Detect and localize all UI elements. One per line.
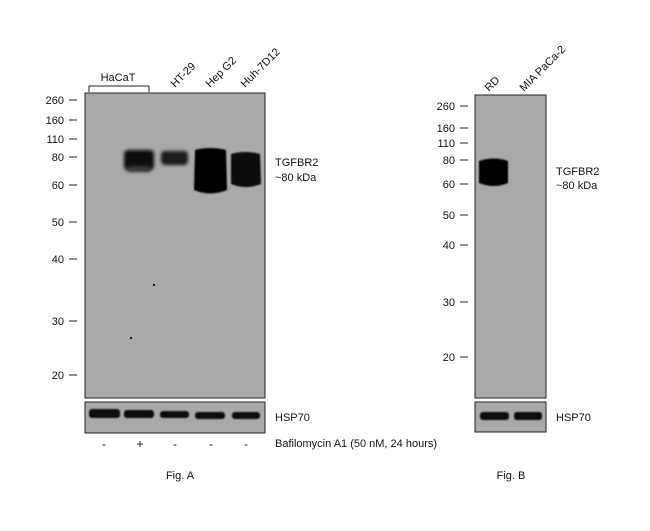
fig-a-main-blot xyxy=(84,92,266,399)
mw-marker: 110 xyxy=(437,138,455,150)
mw-marker: 40 xyxy=(443,240,455,252)
band-lane-2-tail xyxy=(127,166,151,172)
hsp70-band xyxy=(514,412,542,420)
treatment-sign: - xyxy=(173,437,177,451)
fig-a-loading-label: HSP70 xyxy=(275,412,310,424)
treatment-sign: - xyxy=(102,437,106,451)
mw-marker: 50 xyxy=(52,217,64,229)
band-lane-2 xyxy=(124,150,154,170)
fig-b-caption: Fig. B xyxy=(497,470,526,482)
fig-b-lane-label-mia-paca2: MIA PaCa-2 xyxy=(518,44,568,94)
fig-a-mw-markers: 260 160 110 80 60 50 40 30 20 xyxy=(46,95,64,382)
hsp70-band xyxy=(160,411,189,418)
fig-b-target-size: ~80 kDa xyxy=(556,180,598,192)
treatment-sign: + xyxy=(136,437,143,451)
mw-marker: 40 xyxy=(52,254,64,266)
fig-a-lane-label-huh7d12: Huh-7D12 xyxy=(239,46,283,90)
fig-a-tgfbr2-bands xyxy=(124,148,261,194)
mw-marker: 110 xyxy=(46,134,64,146)
figure-b: RD MIA PaCa-2 260 160 110 80 60 50 40 30… xyxy=(437,44,600,482)
fig-b-main-blot xyxy=(474,94,547,399)
mw-marker: 260 xyxy=(437,101,455,113)
fig-a-target-label: TGFBR2 xyxy=(275,157,318,169)
band-lane-3 xyxy=(161,151,188,165)
band-lane-5 xyxy=(231,152,261,187)
fig-a-group-label-hacat: HaCaT xyxy=(101,72,136,84)
figure-a: HaCaT HT-29 Hep G2 Huh-7D12 260 160 110 … xyxy=(46,46,437,482)
fig-b-lane-label-rd: RD xyxy=(483,74,503,94)
fig-a-hsp70-bands xyxy=(89,409,260,419)
fig-b-hsp70-bands xyxy=(480,412,542,420)
fig-b-mw-ticks xyxy=(460,105,468,358)
hsp70-band xyxy=(195,412,225,419)
fig-a-caption: Fig. A xyxy=(166,470,195,482)
mw-marker: 60 xyxy=(52,180,64,192)
fig-a-lane-label-ht29: HT-29 xyxy=(169,60,199,90)
mw-marker: 60 xyxy=(443,179,455,191)
blot-speck xyxy=(152,283,156,287)
hsp70-band xyxy=(124,410,154,418)
fig-b-mw-markers: 260 160 110 80 60 50 40 30 20 xyxy=(437,101,455,364)
fig-a-treatment-label: Bafilomycin A1 (50 nM, 24 hours) xyxy=(275,438,437,450)
blot-speck xyxy=(129,336,133,340)
fig-a-lane-label-hepg2: Hep G2 xyxy=(204,55,239,90)
hsp70-band xyxy=(480,412,509,420)
mw-marker: 30 xyxy=(52,316,64,328)
band-lane-4 xyxy=(194,148,227,194)
mw-marker: 160 xyxy=(437,123,455,135)
mw-marker: 80 xyxy=(52,152,64,164)
mw-marker: 260 xyxy=(46,95,64,107)
fig-a-hacat-bracket xyxy=(88,85,150,92)
treatment-sign: - xyxy=(209,437,213,451)
fig-b-target-label: TGFBR2 xyxy=(556,166,599,178)
fig-a-treatment-signs: - + - - - xyxy=(102,437,248,451)
mw-marker: 30 xyxy=(443,297,455,309)
mw-marker: 20 xyxy=(52,370,64,382)
mw-marker: 160 xyxy=(46,115,64,127)
fig-a-target-size: ~80 kDa xyxy=(275,172,317,184)
mw-marker: 50 xyxy=(443,210,455,222)
mw-marker: 20 xyxy=(443,352,455,364)
mw-marker: 80 xyxy=(443,155,455,167)
fig-a-mw-ticks xyxy=(69,99,77,376)
fig-b-band-rd xyxy=(479,158,508,186)
hsp70-band xyxy=(89,409,120,418)
fig-b-loading-label: HSP70 xyxy=(556,412,591,424)
hsp70-band xyxy=(232,412,260,419)
treatment-sign: - xyxy=(244,437,248,451)
